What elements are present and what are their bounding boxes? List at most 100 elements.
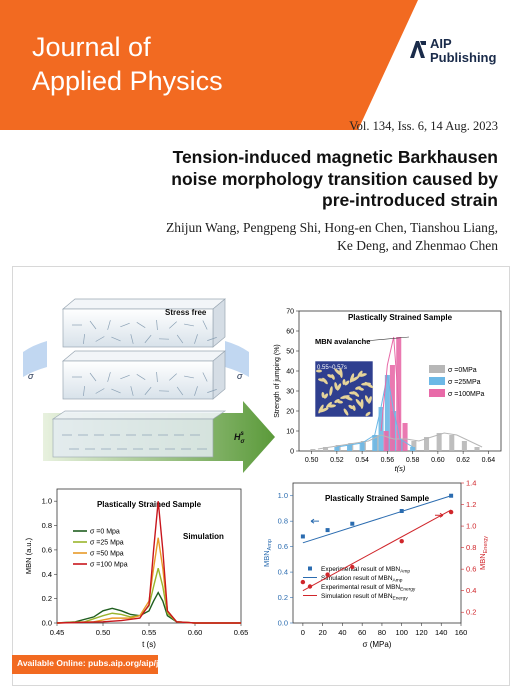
figure-canvas: σ σ Stress free Hσs Plast [23, 298, 502, 649]
field-label: Hσs [234, 431, 246, 445]
domain-mark [120, 322, 130, 328]
inset-domain [349, 373, 355, 383]
y-tick-label: 50 [286, 349, 294, 356]
inset-domain [321, 392, 325, 398]
y-tick-label: 0.2 [42, 594, 52, 603]
domain-mark [136, 322, 146, 328]
bar-1 [384, 375, 390, 451]
inset-domain [327, 374, 333, 378]
inset-domain [355, 398, 363, 408]
inset-domain [334, 368, 342, 376]
right-arrow-shape [225, 341, 249, 377]
y-tick-label-right: 1.2 [466, 500, 476, 509]
x-tick-label: 0.55 [142, 628, 157, 637]
bar-0 [423, 437, 430, 451]
y-tick-label: 0 [290, 449, 294, 456]
domain-mark [95, 388, 105, 394]
legend-label: σ =50 Mpa [90, 551, 124, 558]
data-point [300, 534, 305, 539]
legend-label: σ =100MPa [448, 391, 485, 398]
domain-mark [207, 337, 217, 341]
y-tick-label-right: 1.0 [466, 522, 476, 531]
bar-0 [436, 433, 442, 451]
bar-2 [383, 431, 389, 451]
legend-label: σ =0MPa [448, 367, 477, 374]
issue-info: Vol. 134, Iss. 6, 14 Aug. 2023 [349, 119, 498, 133]
bar-1 [410, 447, 416, 451]
article-title-line3: pre-introduced strain [322, 190, 498, 210]
y-tick-label: 10 [286, 429, 294, 436]
x-tick-label: 0.52 [330, 457, 344, 464]
bar-1 [346, 445, 353, 451]
publisher-name-line2: Publishing [430, 50, 497, 65]
y-tick-label-right: 0.2 [466, 608, 476, 617]
inset-domain [364, 395, 370, 403]
data-point [300, 579, 306, 585]
inset-domain [329, 386, 333, 396]
inset-domain [352, 405, 356, 411]
series-envelope-2 [380, 336, 401, 432]
chart-title: Plastically Strained Sample [348, 313, 453, 322]
inset-domain [318, 404, 324, 414]
stress-free-block [62, 298, 226, 348]
fit-line-3 [302, 509, 452, 592]
y-tick-label: 0.6 [42, 545, 52, 554]
y-tick-label: 0.4 [42, 570, 52, 579]
y-tick-label: 1.0 [42, 497, 52, 506]
legend-label: Experimental result of MBNAmp [321, 566, 410, 575]
legend-label: Experimental result of MBNEnergy [321, 584, 416, 593]
inset-domain [339, 368, 343, 378]
domain-mark [194, 386, 198, 396]
bar-1 [359, 443, 365, 451]
x-axis-label: t (s) [142, 640, 156, 649]
aip-logo-icon [410, 41, 426, 58]
x-tick-label: 0.62 [456, 457, 470, 464]
x-tick-label: 0.60 [188, 628, 203, 637]
legend-label: σ =100 Mpa [90, 562, 128, 569]
left-arrow-shape [23, 341, 47, 377]
legend-swatch [429, 365, 445, 373]
footer-link[interactable]: Available Online: pubs.aip.org/aip/jap [17, 658, 169, 668]
inset-domain [349, 391, 357, 395]
bar-0 [411, 441, 417, 451]
legend-swatch [429, 377, 445, 385]
bar-0 [310, 449, 316, 451]
domain-mark [144, 334, 152, 344]
x-tick-label: 0.50 [305, 457, 319, 464]
legend-label: σ =0 Mpa [90, 529, 120, 536]
author-list: Zhijun Wang, Pengpeng Shi, Hong-en Chen,… [150, 219, 498, 255]
series-line-0 [56, 591, 241, 624]
y-tick-label: 70 [286, 309, 294, 316]
inset-domain [357, 370, 363, 378]
x-tick-label: 0.45 [50, 628, 65, 637]
domain-mark [202, 320, 208, 330]
article-title[interactable]: Tension-induced magnetic Barkhausen nois… [60, 147, 498, 212]
x-tick-label: 60 [358, 628, 366, 637]
inset-domain [334, 399, 340, 403]
annotation-arrow [364, 336, 410, 342]
stressed-block [62, 350, 226, 400]
domain-mark [120, 374, 130, 380]
article-title-line2: noise morphology transition caused by [171, 168, 498, 189]
domain-mark [184, 323, 194, 327]
x-tick-label: 0.54 [355, 457, 369, 464]
inset-domain [334, 382, 338, 390]
bar-2 [402, 423, 408, 451]
stress-free-label: Stress free [165, 308, 207, 317]
y-tick-label: 40 [286, 369, 294, 376]
domain-mark [184, 375, 194, 379]
footer-bar[interactable]: Available Online: pubs.aip.org/aip/jap [12, 655, 168, 674]
series-line-3 [56, 501, 241, 624]
inset-label: 0.55~0.57s [317, 365, 347, 371]
x-tick-label: 0.64 [482, 457, 496, 464]
domain-marks [62, 319, 217, 450]
inset-domain [323, 393, 329, 399]
domain-mark [169, 373, 177, 381]
inset-domain [340, 395, 350, 399]
x-tick-label: 140 [435, 628, 448, 637]
cover-figure: σ σ Stress free Hσs Plast [12, 266, 510, 686]
bar-2 [389, 365, 395, 451]
inset-domain [355, 386, 361, 390]
chart-a-jumping-strength: Plastically Strained Sample 0 10 20 30 40 50 60… [274, 309, 502, 473]
y-tick-label-right: 0.4 [466, 586, 476, 595]
